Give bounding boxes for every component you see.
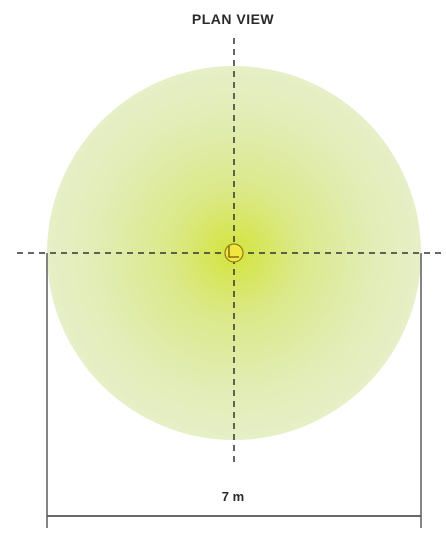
- trunk-marker-glyph: [228, 246, 239, 258]
- tree-trunk-marker: [224, 243, 244, 263]
- diagram-title: PLAN VIEW: [191, 11, 275, 27]
- dimension-label: 7 m: [222, 489, 244, 504]
